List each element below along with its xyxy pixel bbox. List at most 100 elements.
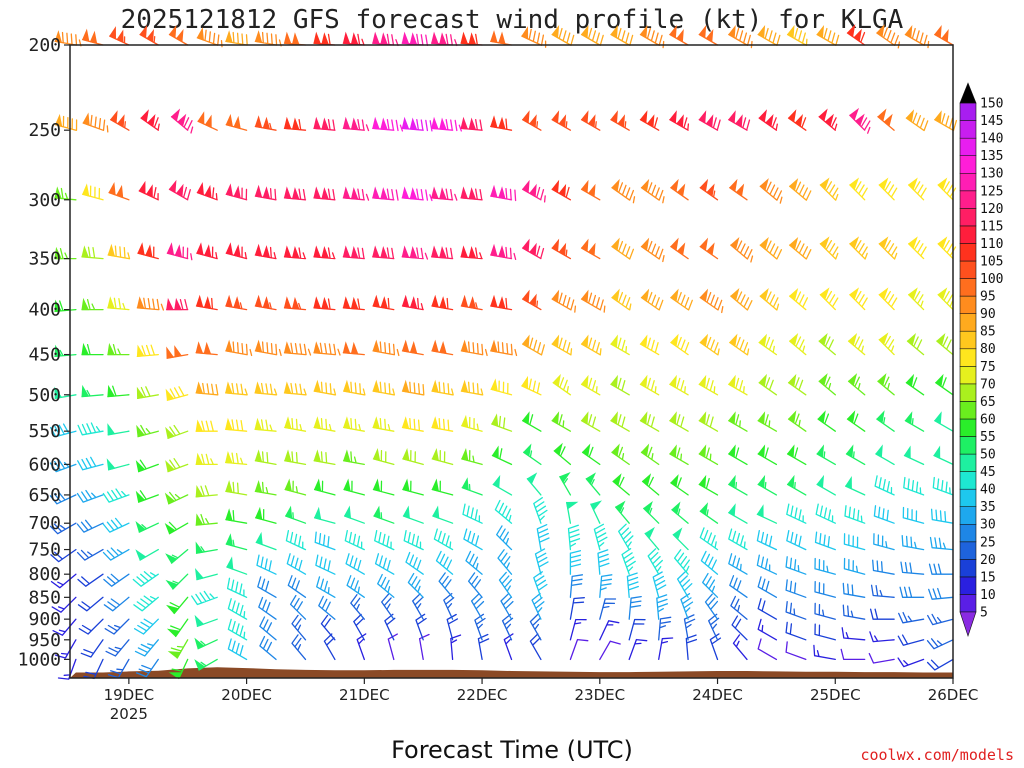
wind-barb	[227, 598, 248, 620]
wind-barb	[342, 31, 365, 46]
wind-barb	[227, 638, 248, 661]
barb-shaft	[54, 394, 77, 400]
barb-shaft	[628, 638, 648, 661]
wind-barb	[372, 186, 399, 201]
wind-barb	[672, 527, 689, 551]
barb-shaft	[816, 27, 840, 46]
wind-barb	[226, 556, 248, 575]
wind-barb	[900, 561, 925, 575]
barb-shaft	[195, 546, 218, 554]
barb-shaft	[102, 488, 130, 503]
wind-barb	[815, 503, 836, 524]
wind-barb	[569, 618, 587, 641]
plot-frame	[69, 44, 954, 679]
barb-shaft	[372, 480, 395, 496]
barb-shaft	[875, 453, 895, 466]
barb-shaft	[431, 118, 462, 132]
barb-shaft	[730, 595, 748, 620]
colorbar-label: 95	[980, 290, 996, 305]
barb-shaft	[227, 638, 248, 661]
wind-barb	[926, 658, 954, 671]
barb-shaft	[343, 480, 365, 496]
wind-barb	[907, 287, 925, 311]
pressure-axis: 200 250 300 350 400 450 500 550 600 650 700 750 8008…	[18, 35, 70, 670]
barb-shaft	[906, 336, 925, 356]
wind-barb	[728, 374, 748, 396]
barb-shaft	[463, 528, 483, 551]
barb-shaft	[581, 446, 601, 466]
wind-barb	[225, 294, 248, 311]
y-tick-label: 800	[28, 564, 61, 585]
wind-barb	[81, 245, 104, 260]
wind-barb	[225, 479, 248, 496]
wind-barb	[283, 186, 307, 201]
barb-shaft	[611, 182, 636, 204]
wind-barb	[521, 289, 542, 311]
colorbar-swatch	[959, 436, 977, 455]
colorbar-label: 60	[980, 412, 996, 427]
wind-barb	[196, 242, 218, 260]
barb-shaft	[171, 658, 189, 680]
wind-barb	[618, 523, 634, 551]
wind-barb	[283, 31, 307, 46]
barb-shaft	[195, 513, 218, 526]
wind-barb	[521, 238, 545, 260]
wind-barb	[927, 613, 954, 626]
barb-shaft	[610, 414, 630, 432]
wind-barb	[669, 444, 689, 466]
barb-shaft	[897, 634, 925, 646]
barb-shaft	[704, 593, 719, 620]
barb-shaft	[728, 377, 748, 396]
wind-barb	[934, 411, 954, 432]
y-tick-label: 400	[28, 300, 61, 321]
wind-barb	[50, 548, 77, 563]
barb-shaft	[139, 548, 159, 561]
barb-shaft	[757, 27, 781, 46]
wind-barb	[401, 379, 425, 396]
wind-barb	[283, 341, 312, 356]
wind-barb	[407, 572, 424, 598]
barb-shaft	[840, 648, 866, 661]
barb-shaft	[372, 188, 399, 201]
wind-barb	[254, 184, 277, 201]
barb-shaft	[729, 336, 750, 356]
barb-shaft	[167, 424, 189, 439]
barb-shaft	[374, 553, 395, 575]
barb-shaft	[136, 386, 159, 400]
barb-shaft	[353, 613, 365, 641]
barb-shaft	[197, 639, 218, 650]
barb-shaft	[656, 594, 669, 620]
source-credit[interactable]: coolwx.com/models	[860, 746, 1014, 764]
wind-barb	[819, 236, 839, 260]
wind-barb	[460, 294, 483, 311]
barb-shaft	[345, 553, 365, 575]
wind-barb	[402, 448, 424, 466]
barb-shaft	[103, 573, 130, 587]
barb-shaft	[926, 638, 954, 650]
barb-shaft	[618, 523, 634, 551]
colorbar-swatch	[959, 102, 977, 121]
barb-shaft	[729, 187, 748, 201]
wind-barb	[133, 595, 159, 612]
barb-shaft	[432, 515, 454, 524]
barb-shaft	[932, 476, 954, 496]
barb-shaft	[728, 553, 748, 575]
barb-shaft	[786, 27, 808, 46]
colorbar-swatch	[959, 576, 977, 595]
barb-shaft	[610, 119, 630, 131]
barb-shaft	[77, 573, 104, 587]
barb-shaft	[728, 481, 748, 496]
barb-shaft	[343, 515, 365, 524]
barb-shaft	[77, 596, 104, 612]
barb-shaft	[928, 587, 954, 600]
wind-barb	[599, 598, 617, 620]
barb-shaft	[610, 27, 634, 46]
wind-barb	[698, 25, 719, 46]
colorbar-label: 75	[980, 360, 996, 375]
barb-shaft	[496, 525, 513, 551]
barb-shaft	[103, 596, 130, 612]
barb-shaft	[551, 414, 572, 432]
barb-shaft	[431, 188, 458, 201]
wind-barb	[641, 473, 660, 496]
wind-barb	[134, 639, 159, 657]
